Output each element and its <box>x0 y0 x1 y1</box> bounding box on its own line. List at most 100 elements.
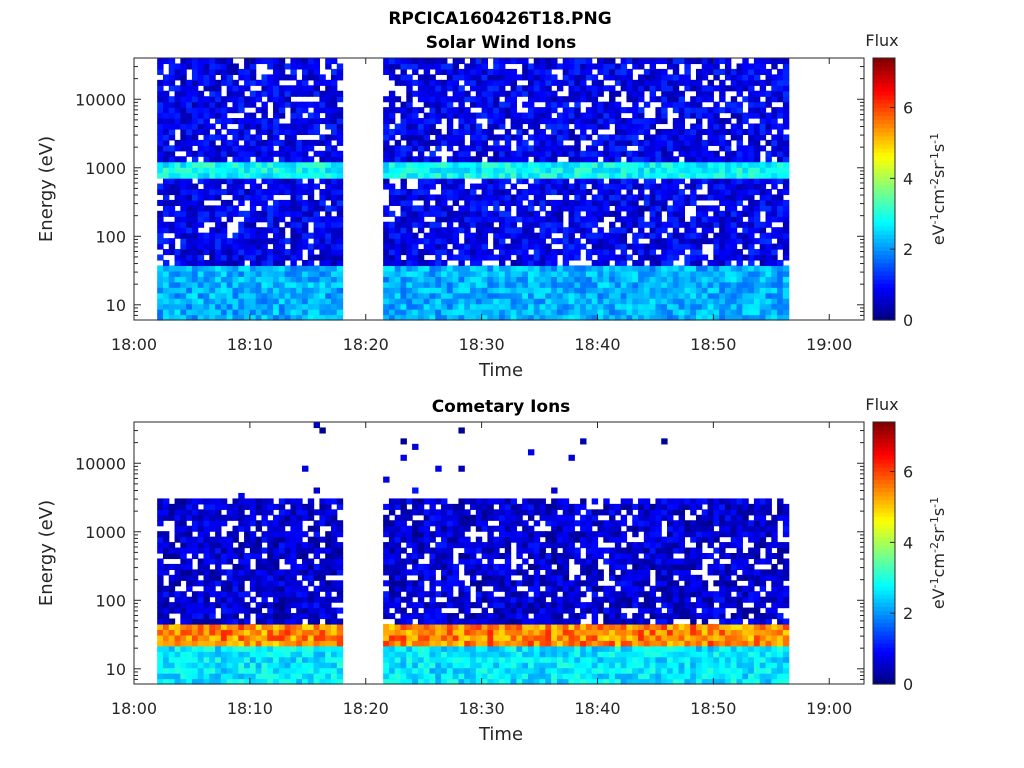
heatmap-cell <box>255 678 263 685</box>
heatmap-cell <box>284 314 292 321</box>
heatmap-cell <box>562 118 570 125</box>
heatmap-cell <box>394 243 402 250</box>
heatmap-cell <box>759 281 767 288</box>
heatmap-cell <box>614 128 622 136</box>
heatmap-cell <box>383 63 390 70</box>
colorbar-segment <box>873 315 895 321</box>
heatmap-cell <box>441 292 448 299</box>
heatmap-cell <box>713 232 720 239</box>
heatmap-cell <box>203 270 210 277</box>
heatmap-cell <box>249 221 257 228</box>
heatmap-cell <box>707 238 714 245</box>
heatmap-cell <box>470 79 477 86</box>
heatmap-cell <box>690 232 697 239</box>
heatmap-cell <box>499 178 506 185</box>
heatmap-cell <box>400 178 407 185</box>
heatmap-cell <box>765 298 772 305</box>
heatmap-cell <box>284 85 292 92</box>
heatmap-cell <box>585 254 593 261</box>
heatmap-cell <box>527 63 535 70</box>
heatmap-cell <box>290 74 297 81</box>
heatmap-cell <box>417 123 425 130</box>
heatmap-cell <box>539 270 546 277</box>
heatmap-cell <box>255 634 263 641</box>
heatmap-cell <box>539 205 546 212</box>
heatmap-cell <box>203 574 210 581</box>
heatmap-cell <box>545 189 552 196</box>
heatmap-cell <box>209 623 216 631</box>
heatmap-cell <box>690 150 697 157</box>
heatmap-cell <box>186 276 193 283</box>
heatmap-cell <box>655 276 662 283</box>
heatmap-cell <box>162 199 170 206</box>
heatmap-cell <box>661 227 668 234</box>
heatmap-cell <box>406 134 413 141</box>
heatmap-cell <box>777 178 784 185</box>
heatmap-cell <box>782 303 790 310</box>
heatmap-cell <box>667 145 674 152</box>
heatmap-cell <box>533 221 541 228</box>
heatmap-cell <box>516 161 523 168</box>
heatmap-cell <box>545 74 552 81</box>
heatmap-cell <box>568 107 575 114</box>
heatmap-cell <box>417 63 425 70</box>
heatmap-cell <box>296 63 303 70</box>
heatmap-cell <box>336 156 344 163</box>
heatmap-cell <box>423 85 431 92</box>
heatmap-cell <box>238 607 245 614</box>
heatmap-cell <box>203 569 210 576</box>
heatmap-cell <box>203 249 210 256</box>
heatmap-cell <box>157 303 164 310</box>
heatmap-cell <box>186 678 193 685</box>
heatmap-cell <box>724 74 732 81</box>
heatmap-cell <box>458 161 465 168</box>
heatmap-cell <box>672 128 680 136</box>
heatmap-cell <box>238 292 245 299</box>
heatmap-cell <box>273 292 280 299</box>
heatmap-cell <box>191 309 199 316</box>
heatmap-cell <box>186 281 193 288</box>
heatmap-cell <box>203 134 210 141</box>
heatmap-cell <box>261 172 268 179</box>
heatmap-cell <box>672 167 680 174</box>
heatmap-cell <box>667 281 674 288</box>
heatmap-cell <box>522 281 529 288</box>
heatmap-cell <box>174 536 181 543</box>
heatmap-cell <box>388 101 396 108</box>
heatmap-cell <box>562 249 570 256</box>
heatmap-cell <box>603 58 610 65</box>
heatmap-cell <box>186 525 193 532</box>
heatmap-cell <box>232 309 239 316</box>
heatmap-cell <box>244 553 251 560</box>
heatmap-cell <box>707 172 714 179</box>
heatmap-cell <box>313 216 320 223</box>
heatmap-cell <box>197 145 205 152</box>
heatmap-cell <box>226 90 234 97</box>
heatmap-cell <box>255 276 263 283</box>
heatmap-cell <box>226 314 234 321</box>
heatmap-cell <box>197 90 205 97</box>
heatmap-cell <box>191 259 199 267</box>
heatmap-cell <box>325 194 332 201</box>
heatmap-cell <box>452 58 460 65</box>
heatmap-cell <box>736 194 743 201</box>
heatmap-cell <box>551 134 558 141</box>
heatmap-cell <box>713 221 720 228</box>
heatmap-cell <box>244 85 251 92</box>
heatmap-cell <box>626 276 633 283</box>
heatmap-cell <box>249 63 257 70</box>
heatmap-cell <box>417 259 425 267</box>
heatmap-cell <box>238 623 245 631</box>
heatmap-cell <box>249 270 257 277</box>
heatmap-cell <box>191 123 199 130</box>
heatmap-cell <box>475 259 483 267</box>
heatmap-cell <box>580 227 587 234</box>
heatmap-cell <box>296 194 303 201</box>
heatmap-cell <box>273 281 280 288</box>
heatmap-cell <box>568 145 575 152</box>
heatmap-cell <box>191 112 199 119</box>
heatmap-cell <box>684 238 691 245</box>
colorbar-segment <box>873 70 895 75</box>
heatmap-cell <box>220 79 228 86</box>
heatmap-cell <box>667 128 674 136</box>
